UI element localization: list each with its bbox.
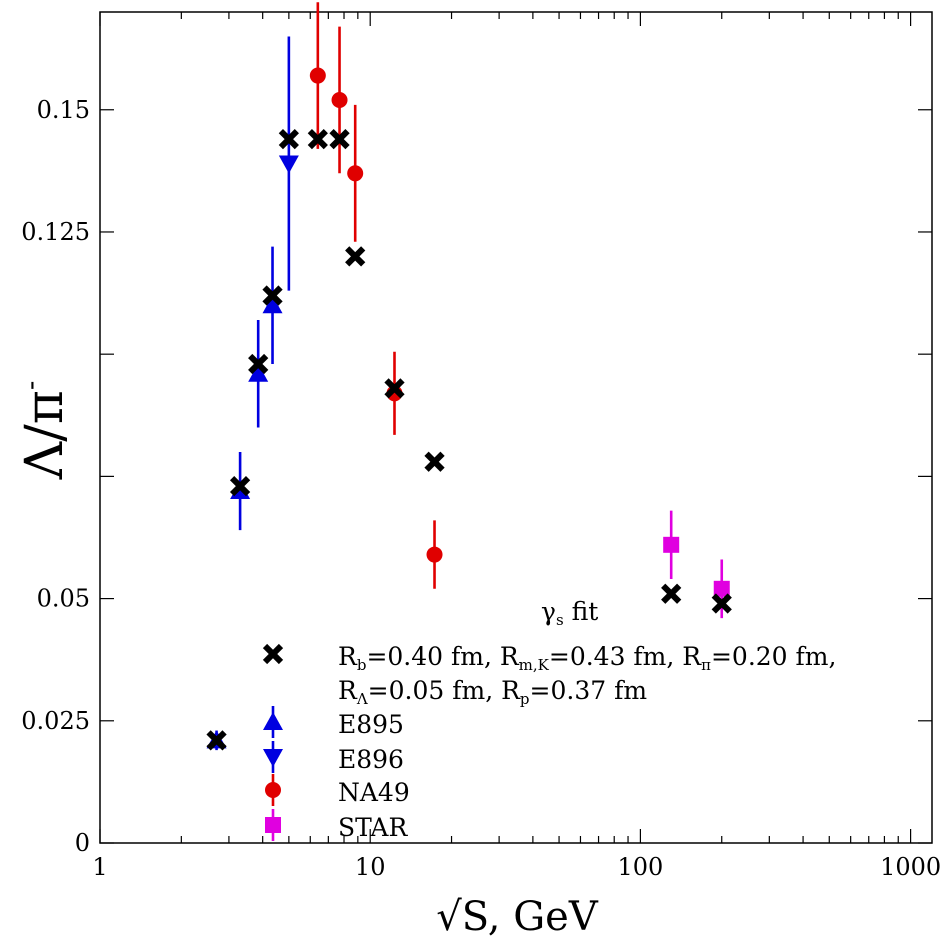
data-point-fit: [711, 593, 732, 614]
x-marker-stroke: [661, 583, 682, 604]
legend-marker-e896: [263, 749, 283, 767]
x-marker-stroke: [229, 476, 251, 497]
data-point-e895: [262, 295, 283, 314]
data-point-fit: [329, 128, 350, 150]
data-point-fit: [345, 246, 366, 267]
data-point-fit: [661, 583, 682, 604]
legend: γs fit Rb=0.40 fm, Rm,K=0.43 fm, Rπ=0.20 …: [262, 597, 836, 842]
y-tick-label: 0.05: [37, 585, 90, 613]
y-tick-label: 0: [75, 829, 90, 857]
x-tick-label: 10: [355, 853, 386, 881]
legend-marker-e895: [263, 712, 283, 730]
x-marker-stroke: [384, 378, 405, 399]
legend-marker-na49: [265, 782, 281, 798]
axis-labels: √S, GeV Λ/π-: [14, 381, 599, 940]
x-marker-stroke: [307, 128, 328, 150]
legend-label-fit-line2: RΛ=0.05 fm, Rp=0.37 fm: [338, 676, 647, 708]
legend-label-e896: E896: [338, 745, 404, 774]
data-point-fit: [384, 378, 405, 399]
data-point-na49: [331, 91, 348, 108]
x-marker-stroke: [424, 451, 445, 472]
x-marker-stroke: [206, 730, 227, 751]
x-marker-stroke: [711, 593, 732, 614]
plot-frame: [99, 11, 933, 844]
data-point-e895: [248, 363, 269, 382]
data-point-fit: [424, 451, 445, 472]
data-point-fit: [248, 353, 269, 375]
data-point-fit: [229, 476, 251, 497]
legend-label-star: STAR: [338, 813, 408, 842]
x-axis-title: √S, GeV: [436, 894, 599, 940]
x-tick-label: 100: [617, 853, 663, 881]
legend-marker-star: [265, 817, 281, 833]
data-point-e896: [278, 155, 299, 174]
data-point-star: [713, 580, 730, 597]
x-marker-stroke: [345, 246, 366, 267]
data-point-fit: [278, 128, 299, 150]
data-point-na49: [347, 165, 364, 182]
data-point-fit: [307, 128, 328, 150]
x-marker-stroke: [262, 285, 283, 306]
legend-title: γs fit: [541, 597, 598, 629]
plot-frame-layer: [99, 11, 933, 844]
y-tick-label: 0.15: [37, 96, 90, 124]
x-marker-stroke: [248, 353, 269, 375]
x-marker-stroke: [262, 643, 284, 665]
data-layer: [206, 2, 732, 751]
y-tick-label: 0.025: [21, 707, 90, 735]
x-tick-label: 1: [92, 853, 107, 881]
data-point-na49: [309, 67, 326, 84]
x-marker-stroke: [278, 128, 299, 150]
data-point-fit: [262, 285, 283, 306]
data-point-na49: [426, 546, 443, 563]
legend-marker-fit: [262, 643, 284, 665]
data-point-fit: [206, 730, 227, 751]
data-point-star: [663, 536, 680, 553]
x-marker-stroke: [329, 128, 350, 150]
legend-label-fit-line1: Rb=0.40 fm, Rm,K=0.43 fm, Rπ=0.20 fm,: [338, 642, 836, 674]
y-axis-title: Λ/π-: [14, 381, 75, 481]
x-tick-label: 1000: [880, 853, 941, 881]
legend-label-na49: NA49: [338, 778, 410, 807]
legend-label-e895: E895: [338, 710, 404, 739]
tick-layer: 1 10 100 1000 0 0.025 0.05 0.125 0.15: [21, 12, 941, 881]
y-tick-label: 0.125: [21, 218, 90, 246]
